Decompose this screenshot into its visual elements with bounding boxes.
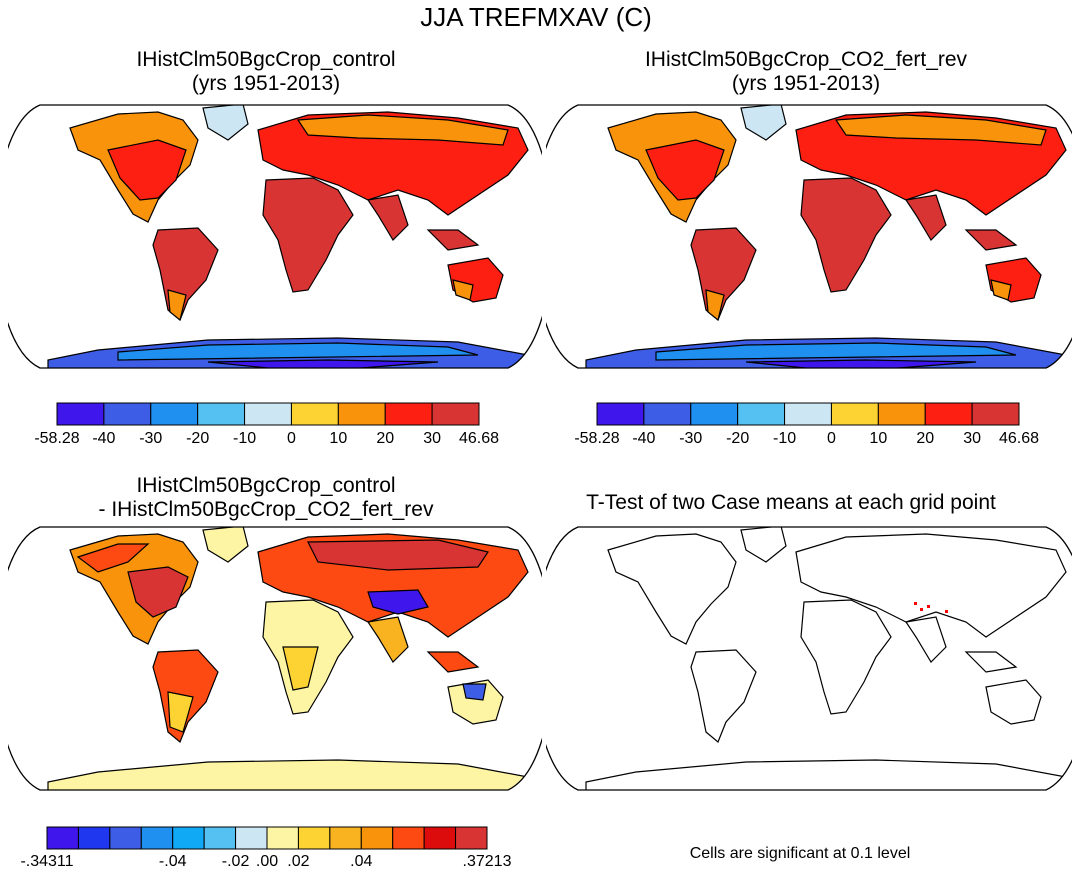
colorbar-tick-label: -30 [679,430,703,447]
colorbar-swatch [384,402,433,426]
continent-australia [447,679,504,725]
colorbar-swatch [103,402,152,426]
colorbar-tick-label: .02 [287,853,310,870]
island-greenland [202,527,249,563]
colorbar-tick-label: -58.28 [574,430,620,447]
colorbar-swatch [737,402,786,426]
colorbar-tick-label: -20 [726,430,750,447]
colorbar-swatch [197,402,246,426]
colorbar-tick-label: 10 [329,430,348,447]
panel-title-top-left: IHistClm50BgcCrop_control (yrs 1951-2013… [66,48,466,96]
colorbar-swatch [596,402,645,426]
panel-title-bottom-left: IHistClm50BgcCrop_control - IHistClm50Bg… [46,474,486,522]
island-greenland [202,105,249,141]
colorbar-tick-label: 0 [826,430,836,447]
significant-cell [914,602,917,605]
island-greenland [740,527,787,563]
continent-eurasia [795,533,1067,638]
colorbar-tick-label: 10 [869,430,888,447]
panel-title-line2: (yrs 1951-2013) [731,72,881,95]
colorbar-tick-label: -.34311 [20,853,74,870]
figure-title: JJA TREFMXAV (C) [420,2,652,32]
colorbar-swatch [329,826,362,850]
panel-title-line2: (yrs 1951-2013) [191,72,341,95]
panel-title-line2: - IHistClm50BgcCrop_CO2_fert_rev [98,498,434,521]
colorbar-swatch [266,826,299,850]
colorbar-swatch [337,402,386,426]
colorbar-top-right-labels: -58.28 -40 -30 -20 -10 0 10 20 30 46.68 [574,430,1039,450]
colorbar-tick-label: 46.68 [458,430,500,447]
panel-title-line1: IHistClm50BgcCrop_control [136,48,396,71]
panel-title-bottom-right: T-Test of two Case means at each grid po… [556,491,1026,515]
continent-africa [262,177,354,293]
significant-cell [920,608,923,611]
colorbar-tick-label: -40 [92,430,116,447]
colorbar-swatch [46,826,79,850]
colorbar-tick-label: 0 [286,430,296,447]
colorbar-swatch [244,402,292,426]
colorbar-swatch [56,402,105,426]
colorbar-tick-label: 30 [963,430,982,447]
colorbar-swatch [172,826,205,850]
colorbar-tick-label: -20 [186,430,210,447]
panel-title-line1: IHistClm50BgcCrop_control [136,474,396,497]
colorbar-swatch [77,826,111,850]
colorbar-tick-label: -10 [232,430,257,447]
significant-cells [914,602,948,613]
colorbar-swatch [392,826,425,850]
colorbar-tick-label: -.04 [158,853,187,870]
colorbar-swatch [423,826,457,850]
colorbar-tick-label: 30 [423,430,442,447]
continent-australia [985,679,1042,725]
colorbar-bottom-left-labels: -.34311 -.04 -.02 .00 .02 .04 .37213 [20,853,511,873]
colorbar-swatch [235,826,268,850]
colorbar-swatch [643,402,692,426]
colorbar-top-right [596,402,1020,426]
map-top-right [546,104,1072,369]
colorbar-swatch [290,402,339,426]
panel-title-top-right: IHistClm50BgcCrop_CO2_fert_rev (yrs 1951… [596,48,1016,96]
colorbar-swatch [784,402,832,426]
colorbar-swatch [203,826,237,850]
colorbar-swatch [877,402,926,426]
continent-north-america [607,533,737,645]
colorbar-tick-label: -.02 [221,853,250,870]
colorbar-swatch [109,826,142,850]
colorbar-tick-label: -30 [139,430,163,447]
colorbar-tick-label: 46.68 [998,430,1040,447]
colorbar-swatch [360,826,394,850]
colorbar-tick-label: .04 [350,853,373,870]
colorbar-bottom-left [46,826,488,850]
significance-footnote: Cells are significant at 0.1 level [689,845,911,862]
colorbar-swatch [431,402,480,426]
colorbar-swatch [455,826,488,850]
continent-africa [800,599,892,715]
colorbar-swatch [690,402,739,426]
colorbar-swatch [971,402,1020,426]
colorbar-top-left [56,402,480,426]
significant-cell [927,605,930,608]
colorbar-tick-label: -58.28 [34,430,80,447]
continent-africa [800,177,892,293]
colorbar-tick-label: .37213 [462,853,512,870]
continent-south-america [690,649,757,743]
colorbar-tick-label: 20 [916,430,935,447]
island-greenland [740,105,787,141]
colorbar-tick-label: -10 [772,430,797,447]
colorbar-swatch [297,826,331,850]
colorbar-swatch [140,826,174,850]
panel-title-line1: T-Test of two Case means at each grid po… [586,491,996,514]
colorbar-swatch [150,402,199,426]
map-top-left [8,104,542,369]
panel-title-line1: IHistClm50BgcCrop_CO2_fert_rev [644,48,968,71]
colorbar-swatch [924,402,973,426]
colorbar-tick-label: .00 [255,853,279,870]
map-bottom-right [546,526,1072,791]
significant-cell [945,610,948,613]
colorbar-tick-label: 20 [376,430,395,447]
colorbar-swatch [830,402,879,426]
colorbar-tick-label: -40 [632,430,656,447]
colorbar-top-left-labels: -58.28 -40 -30 -20 -10 0 10 20 30 46.68 [34,430,499,450]
map-bottom-left [8,526,542,791]
